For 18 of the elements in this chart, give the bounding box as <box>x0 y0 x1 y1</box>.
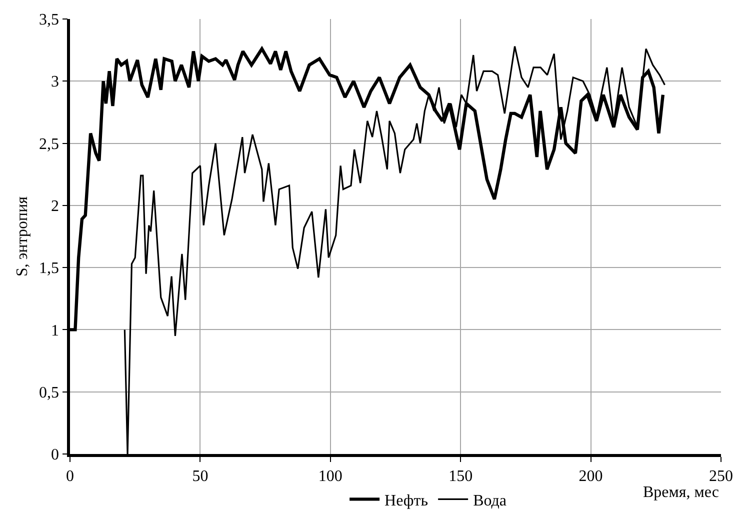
y-axis-title: S, энтропия <box>14 196 31 276</box>
y-tick-label: 1 <box>51 322 60 340</box>
y-tick-label: 2,5 <box>39 136 60 153</box>
x-tick-label: 100 <box>318 468 342 485</box>
legend-label: Вода <box>473 492 507 510</box>
y-tick-label: 1,5 <box>39 260 60 278</box>
x-tick-label: 50 <box>192 468 208 485</box>
y-tick-label: 0 <box>51 446 60 464</box>
x-tick-label: 150 <box>448 468 473 485</box>
x-tick-label: 250 <box>709 468 733 485</box>
y-tick-label: 0,5 <box>39 384 60 402</box>
y-tick-label: 2 <box>51 198 60 216</box>
y-tick-label: 3,5 <box>39 12 60 29</box>
legend-label: Нефть <box>384 492 428 510</box>
x-tick-label: 200 <box>578 468 603 485</box>
y-tick-label: 3 <box>51 74 60 91</box>
x-axis-title: Время, мес <box>643 484 719 501</box>
x-tick-label: 0 <box>66 468 74 485</box>
